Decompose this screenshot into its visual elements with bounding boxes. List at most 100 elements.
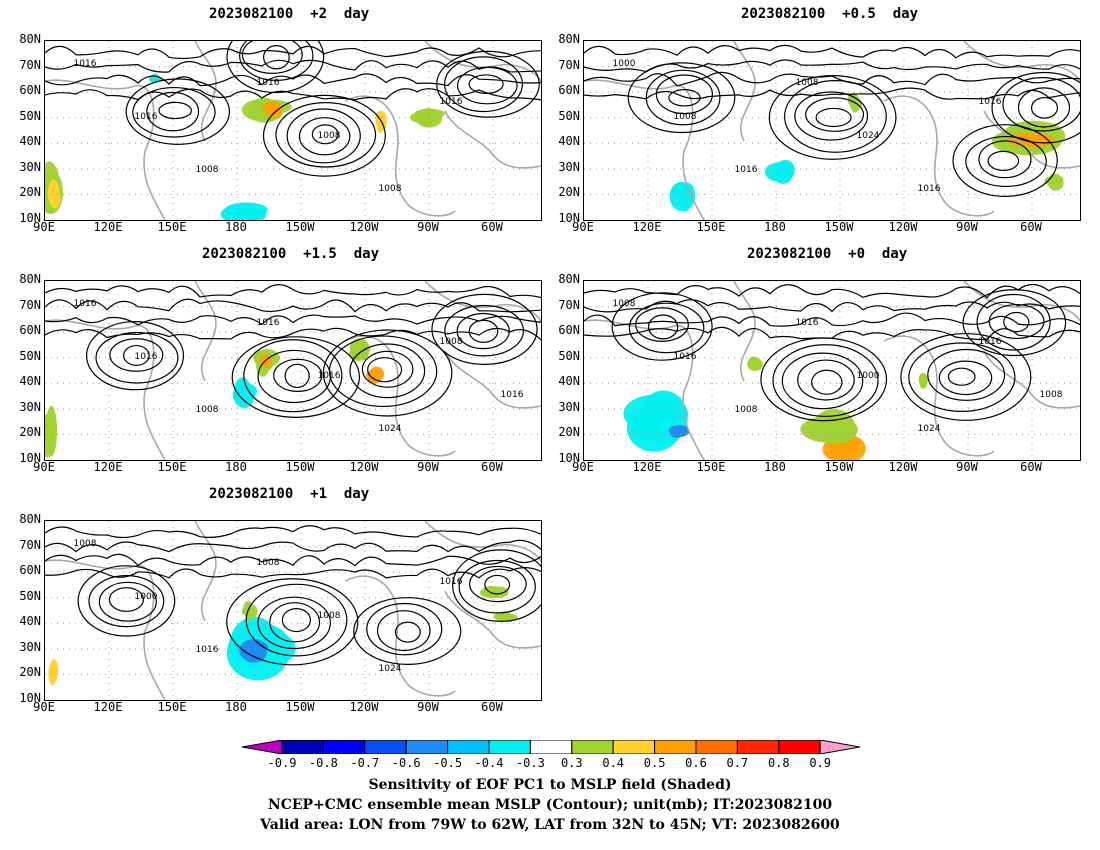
contour-line: [311, 124, 339, 145]
lon-tick-label: 120E: [93, 220, 123, 234]
contour-label: 1016: [796, 318, 819, 328]
contour-label: 1008: [318, 611, 341, 621]
contour-label: 1016: [674, 352, 697, 362]
contour-label: 1016: [979, 337, 1002, 347]
contour-line: [257, 596, 331, 650]
map-area: 1008 1016 1008 1016 1000 1024 1016 1008: [583, 280, 1081, 461]
lon-tick-label: 90E: [33, 220, 55, 234]
contour-line: [635, 307, 689, 342]
shading-patch: [264, 103, 282, 119]
colorbar-box: [529, 740, 573, 754]
lat-tick-label: 80N: [19, 272, 41, 286]
coastline-path: [983, 110, 1080, 169]
lon-tick-label: 90E: [33, 460, 55, 474]
contour-label: 1008: [257, 558, 280, 568]
panel-title: 2023082100 +0 day: [747, 246, 908, 262]
lat-tick-label: 30N: [19, 399, 41, 414]
contour-line: [77, 565, 176, 637]
lon-tick-label: 60W: [481, 220, 503, 234]
contour-line: [927, 348, 1006, 401]
contour-line: [484, 574, 511, 595]
contour-line: [978, 140, 1032, 179]
colorbar-box: [447, 740, 490, 754]
lon-tick-label: 90W: [417, 700, 439, 714]
lat-tick-label: 10N: [19, 211, 41, 225]
contour-label: 1008: [318, 131, 341, 141]
contour-line: [85, 321, 185, 391]
contour-label: 1016: [979, 97, 1002, 107]
lon-tick-label: 150W: [824, 220, 854, 234]
contour-line: [908, 342, 1016, 412]
colorbar-box: [695, 740, 738, 754]
lon-tick-label: 150E: [157, 220, 187, 234]
contour-label: 1016: [735, 165, 758, 175]
contour-line: [772, 344, 879, 417]
contour-line: [273, 358, 323, 393]
contour-line: [226, 41, 325, 94]
lon-tick-label: 90W: [956, 220, 978, 234]
lon-tick-label: 90W: [417, 220, 439, 234]
shading-patch: [918, 372, 928, 387]
lon-tick-label: 90E: [572, 460, 594, 474]
contour-label: 1016: [74, 59, 97, 69]
contour-line: [962, 289, 1067, 357]
coastline-path: [963, 281, 1080, 322]
coastline-path: [963, 41, 1080, 82]
contour-line: [45, 59, 541, 73]
contour-line: [584, 326, 1080, 341]
contour-line: [367, 357, 403, 383]
lat-tick-label: 70N: [558, 297, 580, 312]
colorbar-tick-label: 0.9: [809, 756, 832, 770]
contour-line: [584, 87, 1080, 100]
contour-line: [456, 312, 510, 350]
contour-line: [1017, 87, 1071, 128]
coastline-path: [344, 575, 456, 697]
colorbar-tick-label: 0.5: [643, 756, 666, 770]
contour-label: 1000: [135, 592, 158, 602]
lat-tick-label: 80N: [558, 272, 580, 286]
lat-tick-label: 40N: [19, 614, 41, 629]
lat-tick-label: 70N: [558, 57, 580, 72]
lat-tick-label: 10N: [558, 451, 580, 465]
contour-line: [627, 62, 736, 134]
colorbar-tick-label: -0.8: [308, 756, 338, 770]
lat-tick-label: 20N: [19, 185, 41, 200]
lat-tick-label: 30N: [19, 639, 41, 654]
contour-line: [938, 360, 993, 396]
colorbar-tick-label: -0.9: [267, 756, 297, 770]
shading-patch: [679, 182, 696, 209]
lon-tick-label: 180: [225, 460, 247, 474]
colorbar-high-triangle: [819, 740, 860, 754]
coastline-path: [444, 350, 541, 409]
coastline-path: [45, 559, 166, 700]
contour-label: 1016: [918, 184, 941, 194]
shading-patch: [772, 160, 794, 184]
contour-line: [952, 124, 1058, 197]
contour-label: 1024: [857, 131, 880, 141]
contour-line: [281, 608, 312, 633]
lat-tick-label: 50N: [19, 348, 41, 363]
shading-patch: [220, 204, 267, 220]
lon-tick-label: 120E: [632, 460, 662, 474]
lon-tick-label: 60W: [481, 700, 503, 714]
contour-line: [584, 312, 1080, 327]
shading-patch: [808, 419, 858, 443]
lat-tick-label: 60N: [558, 323, 580, 338]
contour-line: [88, 575, 165, 628]
lat-tick-label: 70N: [19, 537, 41, 552]
contour-line: [668, 89, 701, 107]
map-svg: 1016 1016 1008 1016 1008 1008 1016: [45, 41, 541, 220]
contour-line: [45, 73, 541, 87]
contour-line: [284, 363, 310, 389]
mslp-contours: [45, 41, 541, 177]
coastline-path: [444, 590, 541, 649]
contour-line: [328, 335, 438, 408]
lat-tick-label: 10N: [19, 691, 41, 705]
colorbar-box: [488, 740, 531, 754]
lat-tick-label: 30N: [558, 159, 580, 174]
lat-tick-label: 70N: [19, 57, 41, 72]
contour-line: [468, 74, 504, 94]
colorbar: [242, 740, 860, 754]
contour-line: [1003, 311, 1030, 333]
mslp-contours: [584, 44, 1080, 197]
